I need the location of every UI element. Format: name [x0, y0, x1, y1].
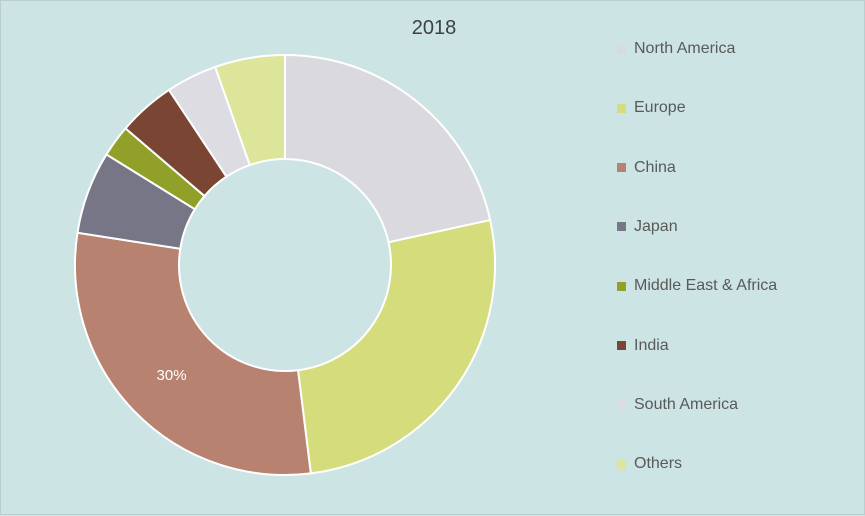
legend-swatch	[617, 400, 626, 410]
donut-slices	[74, 53, 496, 476]
legend-swatch	[617, 459, 626, 469]
legend-label: India	[634, 336, 669, 354]
legend-label: North America	[634, 40, 736, 57]
legend-swatch	[617, 163, 626, 173]
legend-item-japan: Japan	[617, 215, 678, 239]
legend-label: Europe	[634, 99, 686, 117]
legend-label: Japan	[634, 217, 678, 235]
legend-label: South America	[634, 395, 739, 413]
slice-europe	[296, 218, 496, 475]
slice-labels: 30%	[157, 367, 187, 384]
legend-item-others: Others	[617, 452, 682, 476]
data-label-china: 30%	[157, 367, 187, 384]
legend-label: Others	[634, 455, 683, 473]
legend-swatch	[617, 44, 626, 54]
legend-item-india: India	[617, 334, 669, 358]
legend-label: Middle East & Africa	[634, 277, 778, 295]
slice-china	[74, 231, 312, 476]
legend-item-china: China	[617, 156, 676, 180]
chart-title-text: 2018	[411, 17, 457, 39]
legend-item-south-america: South America	[617, 393, 738, 417]
legend-item-middle-east-and-africa: Middle East & Africa	[617, 274, 777, 298]
legend-swatch	[617, 222, 626, 232]
legend-swatch	[617, 281, 626, 291]
legend-label: China	[634, 158, 676, 176]
slice-others	[213, 53, 286, 167]
legend-item-north-america: North America	[617, 37, 735, 61]
legend-swatch	[617, 103, 626, 113]
legend-item-europe: Europe	[617, 96, 686, 120]
legend-swatch	[617, 341, 626, 350]
slice-north-america	[284, 53, 492, 244]
